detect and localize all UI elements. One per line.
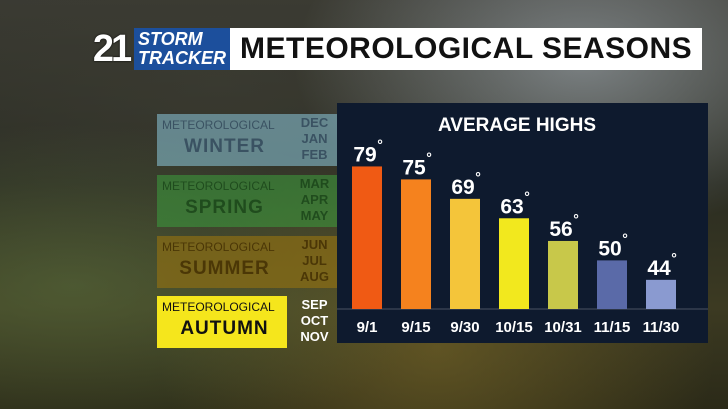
season-prefix: METEOROLOGICAL: [162, 240, 275, 254]
degree-symbol: °: [377, 136, 383, 152]
data-label: 50: [598, 237, 621, 260]
month-label: DEC: [300, 115, 329, 130]
bar-11-30: [646, 279, 676, 309]
degree-symbol: °: [622, 230, 628, 246]
season-name: SUMMER: [179, 258, 270, 279]
degree-symbol: °: [426, 149, 432, 165]
tick-label: 9/15: [401, 319, 430, 336]
degree-symbol: °: [573, 211, 579, 227]
month-label: MAY: [300, 208, 329, 223]
month-label: OCT: [300, 313, 329, 328]
tick-label: 10/15: [495, 319, 533, 336]
month-label: MAR: [299, 176, 330, 191]
month-label: AUG: [300, 269, 329, 284]
month-label: JUN: [301, 237, 328, 252]
chart-title: AVERAGE HIGHS: [438, 115, 596, 136]
bar-9-1: [352, 166, 382, 309]
data-label: 56: [549, 218, 572, 241]
season-name: WINTER: [184, 136, 265, 157]
page-title: METEOROLOGICAL SEASONS: [230, 28, 703, 70]
data-label: 79: [353, 143, 376, 166]
season-prefix: METEOROLOGICAL: [162, 300, 275, 314]
season-months: SEP OCT NOV: [292, 297, 337, 345]
chart-panel: AVERAGE HIGHS 79 ° 9/1 75 ° 9/15 69 ° 9/30 63 ° 10/…: [337, 103, 708, 343]
tick-label: 9/30: [450, 319, 479, 336]
data-label: 75: [402, 156, 426, 179]
logo-line-1: STORM: [138, 29, 203, 49]
bar-9-30: [450, 198, 480, 309]
degree-symbol: °: [671, 250, 677, 266]
month-label: APR: [300, 192, 329, 207]
season-prefix: METEOROLOGICAL: [162, 118, 275, 132]
month-label: JUL: [302, 253, 327, 268]
month-label: NOV: [300, 329, 329, 344]
season-months: DEC JAN FEB: [292, 115, 337, 163]
season-name: AUTUMN: [180, 318, 269, 339]
month-label: FEB: [301, 147, 328, 162]
season-highlight-box: [157, 296, 287, 348]
season-spring: METEOROLOGICAL SPRING MAR APR MAY: [157, 175, 340, 227]
bar-10-15: [499, 218, 529, 309]
tick-label: 10/31: [544, 319, 582, 336]
degree-symbol: °: [475, 169, 481, 185]
season-months: MAR APR MAY: [292, 176, 337, 224]
logo-line-2: TRACKER: [138, 48, 226, 68]
data-label: 44: [647, 257, 671, 280]
tick-label: 11/15: [594, 319, 631, 336]
data-label: 63: [500, 195, 523, 218]
tick-label: 11/30: [643, 319, 680, 336]
season-winter: METEOROLOGICAL WINTER DEC JAN FEB: [157, 114, 340, 166]
bar-11-15: [597, 260, 627, 309]
header: 21 STORM TRACKER METEOROLOGICAL SEASONS: [88, 27, 703, 70]
season-autumn: METEOROLOGICAL AUTUMN SEP OCT NOV: [157, 296, 340, 348]
tick-label: 9/1: [357, 319, 378, 336]
month-label: SEP: [301, 297, 328, 312]
season-prefix: METEOROLOGICAL: [162, 179, 275, 193]
data-label: 69: [451, 176, 474, 199]
degree-symbol: °: [524, 188, 530, 204]
season-name: SPRING: [185, 197, 264, 218]
season-months: JUN JUL AUG: [292, 237, 337, 285]
bar-10-31: [548, 240, 578, 309]
season-summer: METEOROLOGICAL SUMMER JUN JUL AUG: [157, 236, 340, 288]
bar-9-15: [401, 179, 431, 309]
month-label: JAN: [301, 131, 328, 146]
station-logo: 21: [92, 27, 132, 70]
storm-tracker-logo: STORM TRACKER: [134, 28, 230, 70]
